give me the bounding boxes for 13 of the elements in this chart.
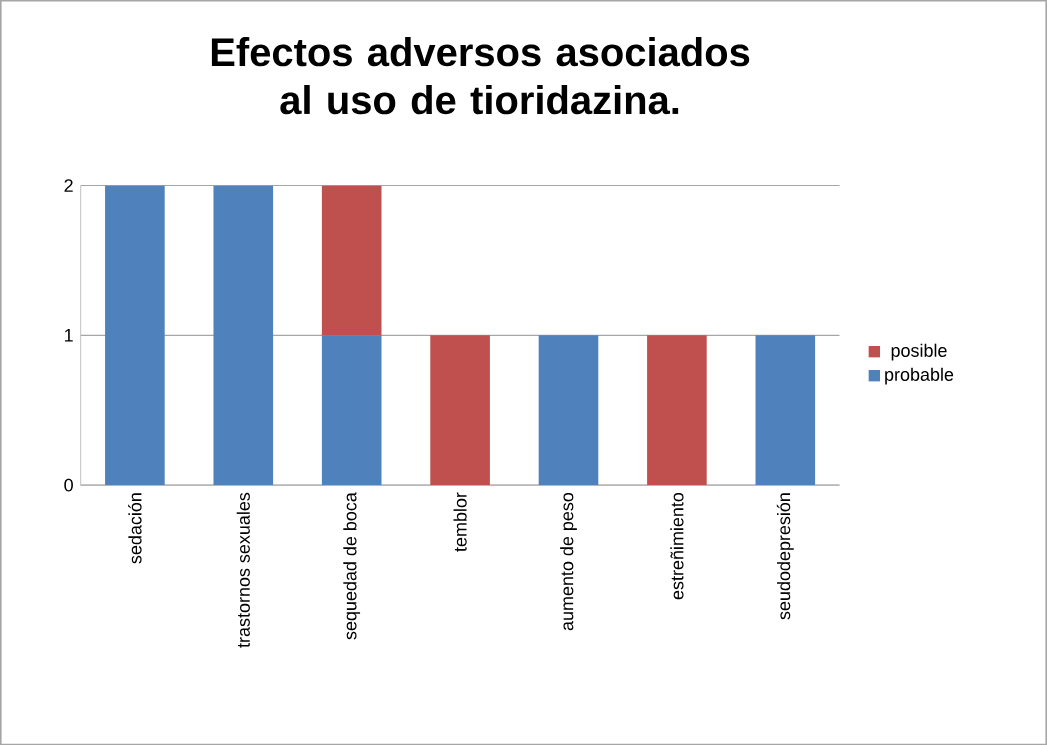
legend-label: probable <box>885 367 954 385</box>
y-tick-label: 0 <box>64 478 73 492</box>
x-tick-label: sedación <box>128 493 142 564</box>
y-tick-label: 1 <box>65 328 73 342</box>
y-tick-label: 2 <box>64 179 73 192</box>
x-tick-label: aumento de peso <box>560 492 577 631</box>
x-tick-label: trastornos sexuales <box>236 492 250 648</box>
x-tick-label: sequedad de boca <box>343 491 361 640</box>
x-tick-label: seudodepresión <box>776 493 794 620</box>
x-tick-label: temblor <box>453 492 467 552</box>
legend-label: posible <box>891 343 947 361</box>
chart-title: Efectos adversos asociados al uso de tioridazina. <box>211 36 750 115</box>
x-tick-label: estreñimiento <box>670 492 684 600</box>
